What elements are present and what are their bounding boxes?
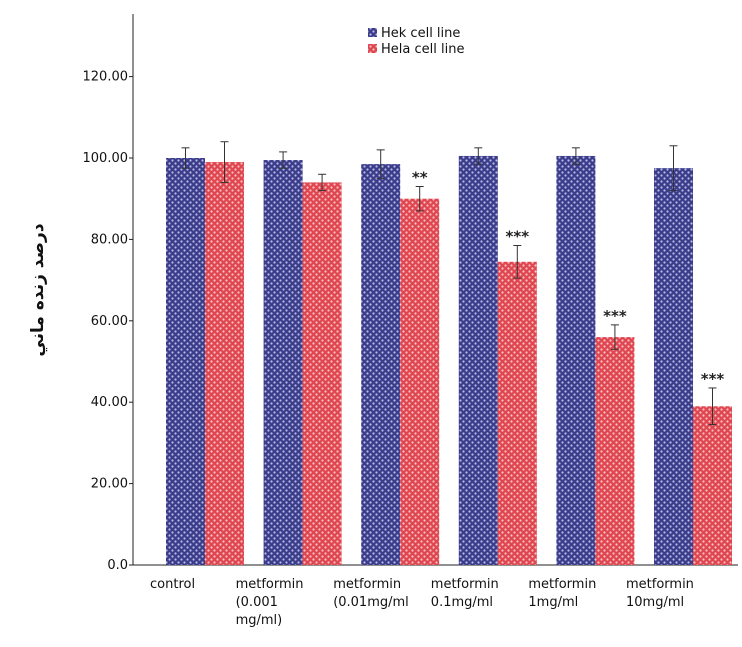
hela-bar — [400, 198, 440, 565]
y-tick-label: 60.00 — [91, 314, 128, 329]
category-label-line: control — [150, 577, 195, 592]
category-label: metformin (0.01mg/ml — [333, 577, 409, 610]
hela-bar — [693, 406, 732, 565]
category-label-line: metformin — [528, 577, 596, 592]
hek-bar — [556, 155, 596, 565]
category-label: metformin 1mg/ml — [528, 577, 596, 610]
hek-bar — [263, 160, 303, 565]
legend-label: Hela cell line — [381, 42, 464, 57]
category-label-line: (0.001 — [236, 595, 278, 610]
hela-bar — [595, 337, 635, 565]
significance-label: *** — [701, 370, 725, 388]
y-tick-label: 80.00 — [91, 232, 128, 247]
category-label-line: metformin — [236, 577, 304, 592]
y-axis-label: درصد زنده ماني — [28, 223, 48, 356]
hek-bar — [166, 158, 205, 565]
category-label-line: 0.1mg/ml — [431, 595, 493, 610]
category-label-line: 10mg/ml — [626, 595, 684, 610]
hek-bar — [361, 164, 401, 566]
category-label-line: metformin — [626, 577, 694, 592]
significance-label: *** — [506, 228, 530, 246]
category-label: control — [150, 577, 195, 592]
category-label: metformin (0.001 mg/ml) — [236, 577, 304, 628]
bars — [166, 155, 732, 566]
category-labels: control metformin (0.001 mg/ml) metformin (0.… — [150, 577, 694, 628]
category-label-line: metformin — [431, 577, 499, 592]
hela-bar — [497, 261, 537, 565]
category-label: metformin 0.1mg/ml — [431, 577, 499, 610]
error-bars — [181, 141, 717, 426]
category-label-line: metformin — [333, 577, 401, 592]
legend-swatch-hela — [368, 44, 377, 53]
category-label-line: (0.01mg/ml — [333, 595, 409, 610]
significance-labels: *********** — [412, 168, 725, 387]
legend-swatch-hek — [368, 28, 377, 37]
y-tick-label: 100.00 — [83, 151, 129, 166]
category-label-line: mg/ml) — [236, 613, 283, 628]
y-tick-label: 40.00 — [91, 395, 128, 410]
hek-bar — [654, 168, 693, 566]
category-label-line: 1mg/ml — [528, 595, 578, 610]
legend-label: Hek cell line — [381, 26, 460, 41]
y-tick-label: 120.00 — [83, 70, 129, 85]
hek-bar — [458, 155, 498, 565]
y-ticks: 0.0 20.00 40.00 60.00 80.00 100.00 120.00 — [83, 70, 133, 573]
y-tick-label: 20.00 — [91, 477, 128, 492]
hela-bar — [205, 162, 244, 565]
significance-label: ** — [412, 168, 428, 186]
y-tick-label: 0.0 — [107, 558, 128, 573]
hela-bar — [302, 182, 342, 566]
significance-label: *** — [603, 307, 627, 325]
category-label: metformin 10mg/ml — [626, 577, 694, 610]
